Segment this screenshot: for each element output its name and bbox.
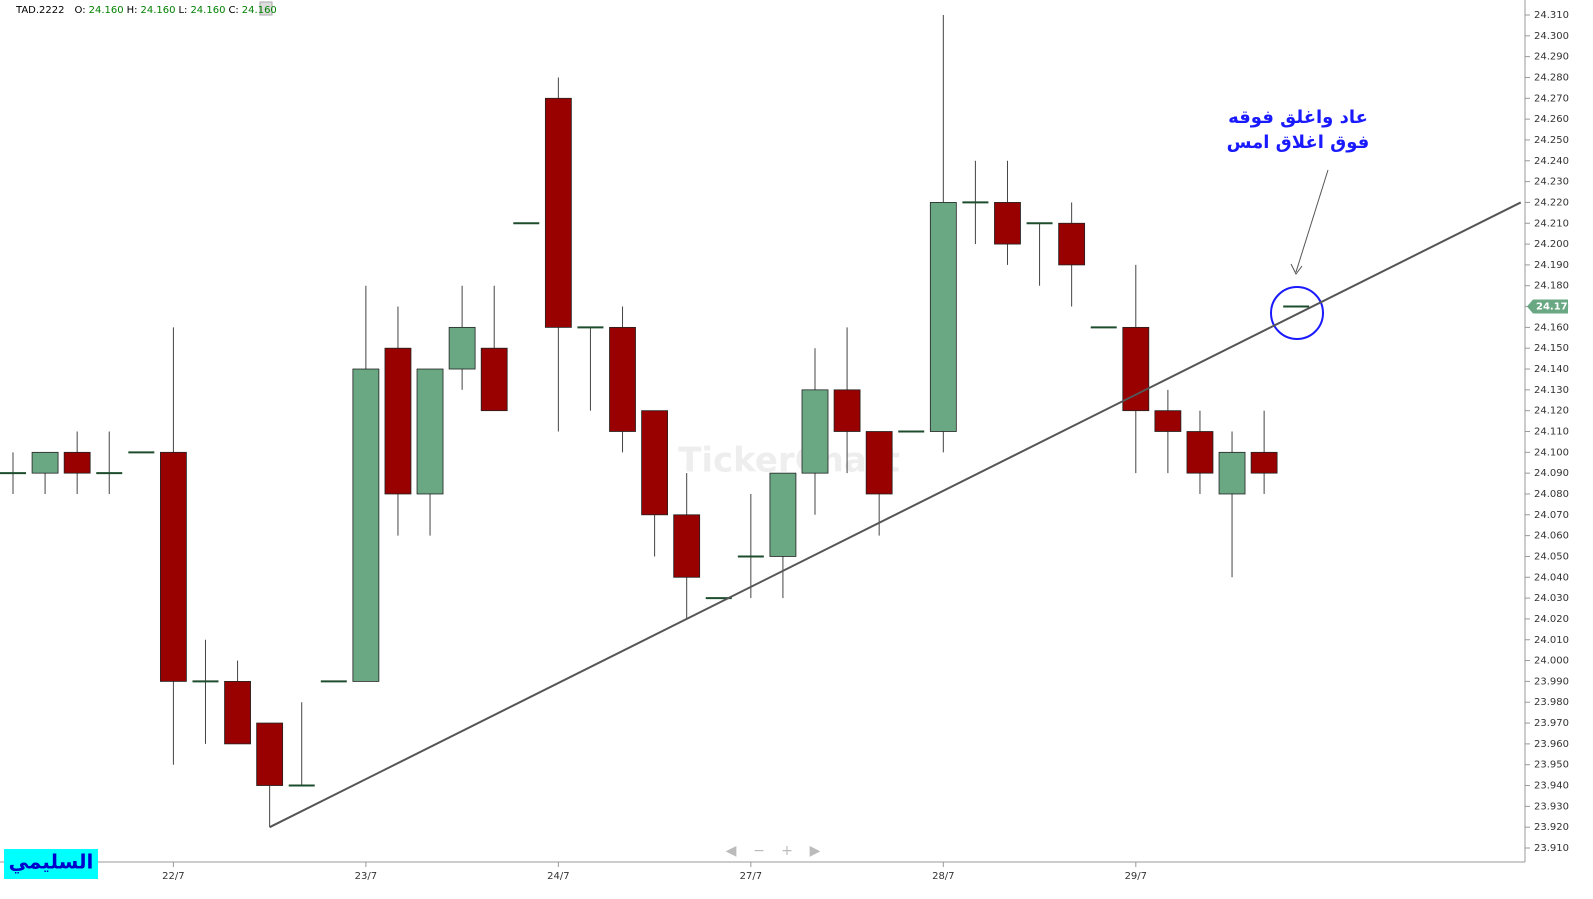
y-tick-label: 23.940 xyxy=(1534,781,1569,792)
y-tick-label: 24.060 xyxy=(1534,531,1569,542)
y-tick-label: 24.000 xyxy=(1534,656,1569,667)
nav-right[interactable]: ▶ xyxy=(810,843,821,859)
trendline xyxy=(269,201,1522,829)
arrow xyxy=(1295,169,1329,273)
y-tick-label: 24.210 xyxy=(1534,218,1569,229)
candle-body xyxy=(801,389,829,474)
y-tick-label: 24.050 xyxy=(1534,551,1569,562)
candle-body xyxy=(1250,451,1278,474)
candle-body xyxy=(1058,222,1086,266)
x-tick-label: 23/7 xyxy=(355,871,377,882)
y-tick-label: 24.070 xyxy=(1534,510,1569,521)
header-button[interactable] xyxy=(259,1,273,16)
annotation: عاد واغلق فوقه xyxy=(1228,107,1368,128)
y-tick-label: 23.960 xyxy=(1534,739,1569,750)
y-tick-label: 24.270 xyxy=(1534,93,1569,104)
candle-body xyxy=(994,202,1021,245)
y-tick-label: 24.100 xyxy=(1534,447,1569,458)
y-tick-label: 24.230 xyxy=(1534,177,1569,188)
y-tick-label: 24.180 xyxy=(1534,281,1569,292)
candle-body xyxy=(384,347,412,495)
candle-body xyxy=(159,451,187,682)
candle-body xyxy=(1154,410,1182,432)
author-box xyxy=(4,849,98,879)
candle-body xyxy=(609,326,636,432)
y-tick-label: 24.160 xyxy=(1534,322,1569,333)
header-text: 24.160 xyxy=(89,5,124,16)
candle-body xyxy=(865,431,893,495)
header-text: 24.160 xyxy=(190,5,225,16)
candle-body xyxy=(31,451,59,474)
y-tick-label: 23.970 xyxy=(1534,718,1569,729)
header-text: L: xyxy=(178,5,187,16)
candle-body xyxy=(416,368,444,495)
y-tick-label: 24.300 xyxy=(1534,31,1569,42)
last-price-label: 24.170 xyxy=(1536,302,1575,313)
y-tick-label: 24.240 xyxy=(1534,156,1569,167)
candle-body xyxy=(1218,451,1246,495)
y-tick-label: 24.140 xyxy=(1534,364,1569,375)
y-tick-label: 24.190 xyxy=(1534,260,1569,271)
y-tick-label: 24.250 xyxy=(1534,135,1569,146)
y-tick-label: 24.260 xyxy=(1534,114,1569,125)
y-tick-label: 24.080 xyxy=(1534,489,1569,500)
y-tick-label: 23.930 xyxy=(1534,801,1569,812)
y-tick-label: 23.950 xyxy=(1534,760,1569,771)
y-tick-label: 24.120 xyxy=(1534,406,1569,417)
candle-body xyxy=(480,347,508,412)
x-tick-label: 27/7 xyxy=(740,871,762,882)
candle-body xyxy=(224,681,251,745)
candle-body xyxy=(1186,431,1214,474)
header-text: 24.160 xyxy=(242,5,277,16)
candle-body xyxy=(544,97,572,328)
y-tick-label: 23.910 xyxy=(1534,843,1569,854)
y-tick-label: 24.010 xyxy=(1534,635,1569,646)
x-tick-label: 22/7 xyxy=(162,871,184,882)
x-tick-label: 24/7 xyxy=(547,871,569,882)
y-tick-label: 24.220 xyxy=(1534,197,1569,208)
y-tick-label: 24.040 xyxy=(1534,572,1569,583)
y-tick-label: 24.200 xyxy=(1534,239,1569,250)
y-tick-label: 24.030 xyxy=(1534,593,1569,604)
zoom-in[interactable]: + xyxy=(781,843,793,859)
y-tick-label: 23.980 xyxy=(1534,697,1569,708)
y-tick-label: 23.990 xyxy=(1534,676,1569,687)
y-tick-label: 24.150 xyxy=(1534,343,1569,354)
candle-body xyxy=(673,514,701,578)
nav-buttons[interactable]: ◀ − + ▶ xyxy=(726,843,821,859)
arrow-head xyxy=(1290,263,1303,275)
y-tick-label: 24.090 xyxy=(1534,468,1569,479)
x-tick-label: 29/7 xyxy=(1125,871,1147,882)
last-price-tag xyxy=(1527,299,1568,314)
y-tick-label: 24.290 xyxy=(1534,52,1569,63)
candle-body xyxy=(769,472,797,557)
candle-body xyxy=(448,326,476,370)
header-text: C: xyxy=(228,5,238,16)
candle-body xyxy=(63,451,91,474)
candle-body xyxy=(833,389,861,432)
candle-body xyxy=(256,722,284,786)
y-tick-label: 24.310 xyxy=(1534,10,1569,21)
y-tick-label: 23.920 xyxy=(1534,822,1569,833)
header-text: O: xyxy=(75,5,86,16)
candle-body xyxy=(352,368,380,682)
zoom-out[interactable]: − xyxy=(753,843,765,859)
y-tick-label: 24.130 xyxy=(1534,385,1569,396)
candle-body xyxy=(641,410,668,516)
header-text: TAD.2222 xyxy=(15,5,65,16)
y-tick-label: 24.020 xyxy=(1534,614,1569,625)
y-tick-label: 24.110 xyxy=(1534,427,1569,438)
highlight-circle xyxy=(1270,286,1324,340)
annotation: فوق اغلاق امس xyxy=(1227,132,1370,153)
header-text: 24.160 xyxy=(140,5,175,16)
author: السليمي xyxy=(9,850,94,875)
x-tick-label: 28/7 xyxy=(932,871,954,882)
header-text: H: xyxy=(127,5,138,16)
candle-body xyxy=(1122,326,1150,412)
candle-body xyxy=(929,202,957,432)
y-tick-label: 24.280 xyxy=(1534,72,1569,83)
nav-left[interactable]: ◀ xyxy=(726,843,737,859)
